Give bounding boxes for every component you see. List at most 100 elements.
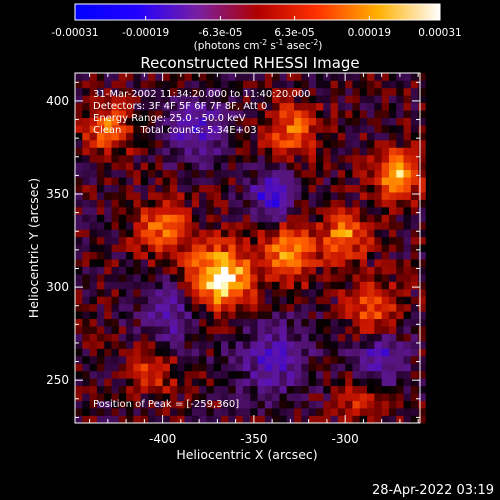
heatmap-cell (301, 117, 309, 126)
heatmap-cell (272, 311, 280, 320)
heatmap-cell (118, 333, 127, 342)
heatmap-cell (126, 169, 134, 178)
heatmap-cell (82, 266, 90, 275)
heatmap-cell (315, 95, 324, 104)
heatmap-cell (177, 125, 185, 133)
heatmap-cell (308, 400, 317, 409)
heatmap-cell (191, 311, 200, 320)
heatmap-cell (126, 311, 134, 320)
heatmap-cell (272, 102, 280, 111)
heatmap-cell (352, 244, 361, 253)
heatmap-cell (111, 229, 120, 238)
heatmap-cell (111, 348, 120, 357)
heatmap-cell (388, 154, 397, 163)
heatmap-cell (264, 117, 273, 126)
heatmap-cell (359, 393, 368, 401)
heatmap-cell (191, 363, 200, 372)
heatmap-cell (140, 296, 149, 305)
heatmap-cell (140, 333, 149, 342)
heatmap-cell (242, 199, 251, 208)
heatmap-cell (308, 251, 317, 260)
heatmap-cell (96, 378, 105, 387)
heatmap-cell (228, 214, 236, 223)
heatmap-cell (148, 95, 156, 104)
heatmap-cell (155, 147, 163, 156)
heatmap-cell (264, 199, 273, 208)
heatmap-cell (111, 281, 120, 290)
heatmap-cell (104, 154, 112, 163)
heatmap-cell (140, 244, 149, 253)
heatmap-cell (257, 214, 266, 223)
heatmap-cell (301, 73, 309, 81)
heatmap-cell (352, 184, 361, 193)
heatmap-cell (184, 162, 193, 171)
heatmap-cell (330, 102, 339, 111)
heatmap-cell (294, 318, 302, 327)
heatmap-cell (184, 259, 193, 267)
heatmap-cell (367, 192, 375, 200)
heatmap-cell (169, 110, 178, 118)
heatmap-cell (315, 229, 324, 238)
heatmap-cell (410, 87, 419, 96)
heatmap-cell (279, 214, 288, 223)
heatmap-cell (169, 259, 178, 267)
heatmap-cell (388, 333, 397, 342)
heatmap-cell (221, 192, 229, 200)
heatmap-cell (301, 87, 309, 96)
heatmap-cell (169, 207, 178, 215)
heatmap-cell (111, 87, 120, 96)
heatmap-cell (264, 244, 273, 253)
heatmap-cell (359, 341, 368, 349)
heatmap-cell (330, 87, 339, 96)
heatmap-cell (140, 87, 149, 96)
heatmap-cell (126, 274, 134, 282)
heatmap-cell (221, 117, 229, 126)
heatmap-cell (264, 102, 273, 111)
heatmap-cell (257, 355, 266, 364)
heatmap-cell (148, 311, 156, 320)
heatmap-cell (264, 229, 273, 238)
heatmap-cell (228, 207, 236, 215)
heatmap-cell (82, 400, 90, 409)
heatmap-cell (367, 236, 375, 245)
heatmap-cell (294, 221, 302, 230)
x-tick-label: -350 (240, 432, 267, 446)
heatmap-cell (118, 326, 127, 334)
heatmap-cell (235, 102, 244, 111)
heatmap-cell (199, 140, 207, 148)
heatmap-cell (221, 303, 229, 312)
heatmap-cell (133, 281, 142, 290)
heatmap-cell (221, 199, 229, 208)
heatmap-cell (352, 415, 361, 424)
heatmap-cell (89, 236, 98, 245)
heatmap-cell (294, 73, 302, 81)
heatmap-cell (75, 296, 83, 305)
heatmap-cell (191, 95, 200, 104)
heatmap-cell (279, 244, 288, 253)
heatmap-cell (140, 140, 149, 148)
heatmap-cell (126, 125, 134, 133)
heatmap-cell (374, 400, 382, 409)
heatmap-cell (111, 326, 120, 334)
heatmap-cell (133, 87, 142, 96)
heatmap-cell (169, 154, 178, 163)
heatmap-cell (330, 214, 339, 223)
heatmap-cell (315, 177, 324, 186)
heatmap-cell (250, 140, 258, 148)
heatmap-cell (184, 229, 193, 238)
heatmap-cell (337, 385, 346, 394)
heatmap-cell (206, 140, 215, 148)
heatmap-cell (308, 274, 317, 282)
heatmap-cell (133, 259, 142, 267)
heatmap-cell (162, 214, 171, 223)
heatmap-cell (272, 363, 280, 372)
heatmap-cell (199, 348, 207, 357)
heatmap-cell (148, 125, 156, 133)
heatmap-cell (352, 102, 361, 111)
heatmap-cell (352, 370, 361, 379)
heatmap-cell (111, 192, 120, 200)
heatmap-cell (403, 169, 412, 178)
heatmap-cell (221, 415, 229, 424)
heatmap-cell (213, 236, 222, 245)
heatmap-cell (286, 333, 295, 342)
